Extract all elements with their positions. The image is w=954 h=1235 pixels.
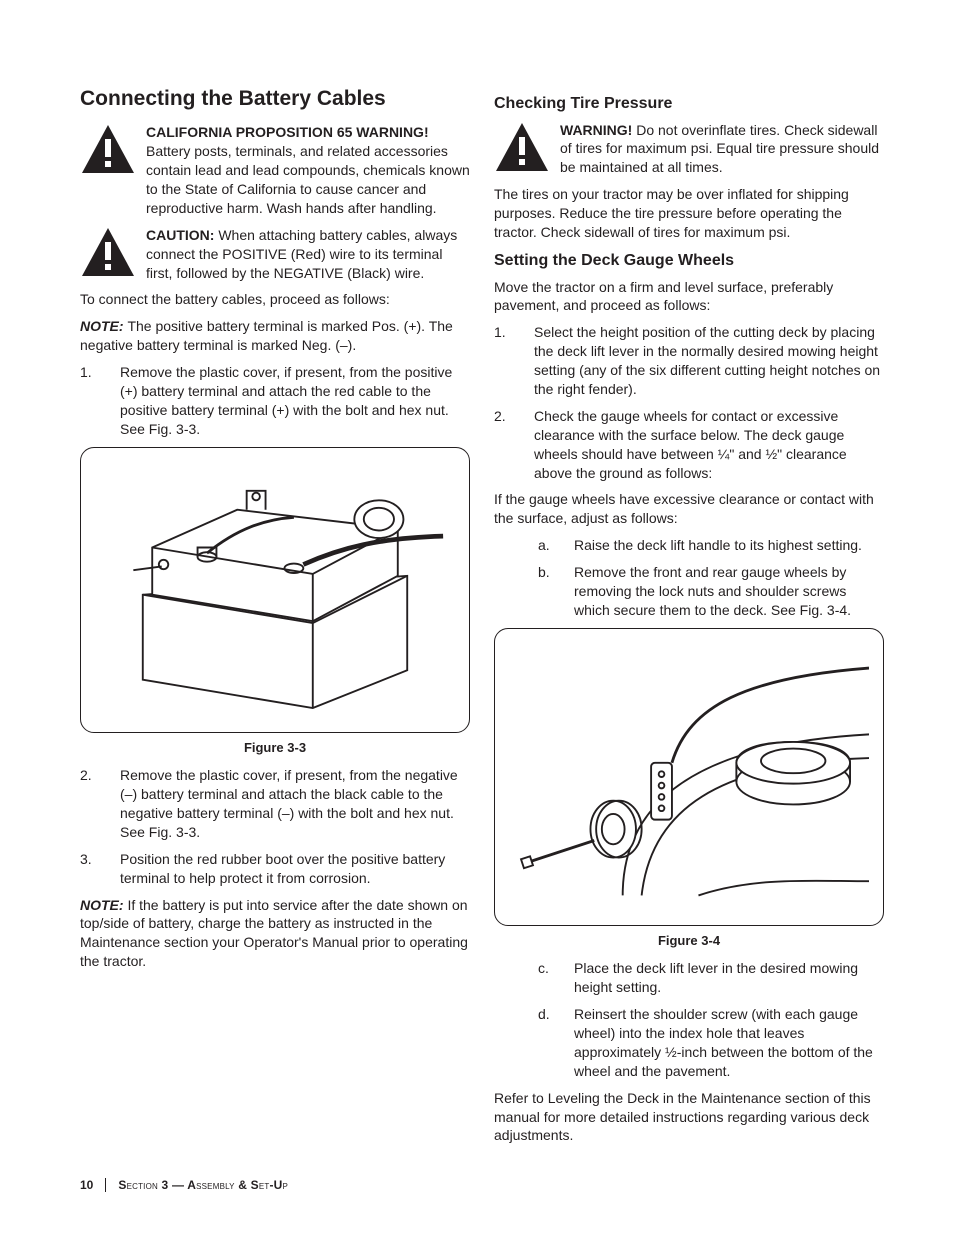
step-text: Remove the plastic cover, if present, fr…	[120, 363, 470, 439]
step-text: Select the height position of the cuttin…	[534, 323, 884, 399]
warning-prop65: CALIFORNIA PROPOSITION 65 WARNING! Batte…	[80, 123, 470, 217]
figure-3-3-caption: Figure 3-3	[80, 739, 470, 757]
warning-tire-body: WARNING! Do not overinflate tires. Check…	[560, 121, 884, 178]
page-footer: 10 Section 3 — Assembly & Set-Up	[80, 1177, 288, 1193]
closing-paragraph: Refer to Leveling the Deck in the Mainte…	[494, 1089, 884, 1146]
heading-battery: Connecting the Battery Cables	[80, 85, 470, 113]
step-text: Check the gauge wheels for contact or ex…	[534, 407, 884, 483]
deck-substeps-cd: c.Place the deck lift lever in the desir…	[494, 959, 884, 1080]
list-item: 1.Remove the plastic cover, if present, …	[80, 363, 470, 439]
footer-divider	[105, 1178, 106, 1192]
warning-prop65-title: CALIFORNIA PROPOSITION 65 WARNING!	[146, 124, 429, 140]
list-item: 2.Check the gauge wheels for contact or …	[494, 407, 884, 483]
page-number: 10	[80, 1177, 93, 1193]
heading-tire: Checking Tire Pressure	[494, 93, 884, 115]
list-item: d.Reinsert the shoulder screw (with each…	[538, 1005, 884, 1081]
battery-steps-b: 2.Remove the plastic cover, if present, …	[80, 766, 470, 887]
tire-paragraph: The tires on your tractor may be over in…	[494, 185, 884, 242]
section-label: Section 3 — Assembly & Set-Up	[118, 1177, 288, 1193]
list-item: b.Remove the front and rear gauge wheels…	[538, 563, 884, 620]
figure-3-3	[80, 447, 470, 733]
step-text: Reinsert the shoulder screw (with each g…	[574, 1005, 884, 1081]
heading-deck: Setting the Deck Gauge Wheels	[494, 250, 884, 272]
list-item: 3.Position the red rubber boot over the …	[80, 850, 470, 888]
step-text: Position the red rubber boot over the po…	[120, 850, 470, 888]
step-text: Remove the front and rear gauge wheels b…	[574, 563, 884, 620]
warning-caution-body: CAUTION: When attaching battery cables, …	[146, 226, 470, 283]
warning-tire: WARNING! Do not overinflate tires. Check…	[494, 121, 884, 178]
figure-3-4	[494, 628, 884, 926]
battery-steps-a: 1.Remove the plastic cover, if present, …	[80, 363, 470, 439]
warning-caution: CAUTION: When attaching battery cables, …	[80, 226, 470, 283]
list-item: 1.Select the height position of the cutt…	[494, 323, 884, 399]
warning-icon	[494, 121, 550, 173]
list-item: a.Raise the deck lift handle to its high…	[538, 536, 884, 555]
deck-intro: Move the tractor on a firm and level sur…	[494, 278, 884, 316]
step-text: Place the deck lift lever in the desired…	[574, 959, 884, 997]
battery-note2-text: If the battery is put into service after…	[80, 897, 468, 970]
figure-3-4-caption: Figure 3-4	[494, 932, 884, 950]
battery-intro: To connect the battery cables, proceed a…	[80, 290, 470, 309]
battery-note1: NOTE: The positive battery terminal is m…	[80, 317, 470, 355]
deck-substeps-ab: a.Raise the deck lift handle to its high…	[494, 536, 884, 620]
battery-note1-text: The positive battery terminal is marked …	[80, 318, 453, 353]
list-item: c.Place the deck lift lever in the desir…	[538, 959, 884, 997]
warning-prop65-text: Battery posts, terminals, and related ac…	[146, 143, 470, 216]
warning-icon	[80, 226, 136, 278]
deck-steps: 1.Select the height position of the cutt…	[494, 323, 884, 482]
step-text: Raise the deck lift handle to its highes…	[574, 536, 884, 555]
battery-note2: NOTE: If the battery is put into service…	[80, 896, 470, 972]
list-item: 2.Remove the plastic cover, if present, …	[80, 766, 470, 842]
step-text: Remove the plastic cover, if present, fr…	[120, 766, 470, 842]
warning-caution-title: CAUTION:	[146, 227, 214, 243]
adjust-paragraph: If the gauge wheels have excessive clear…	[494, 490, 884, 528]
warning-tire-title: WARNING!	[560, 122, 632, 138]
page-columns: Connecting the Battery Cables CALIFORNIA…	[80, 85, 884, 1153]
left-column: Connecting the Battery Cables CALIFORNIA…	[80, 85, 470, 1153]
right-column: Checking Tire Pressure WARNING! Do not o…	[494, 85, 884, 1153]
warning-icon	[80, 123, 136, 175]
warning-prop65-body: CALIFORNIA PROPOSITION 65 WARNING! Batte…	[146, 123, 470, 217]
